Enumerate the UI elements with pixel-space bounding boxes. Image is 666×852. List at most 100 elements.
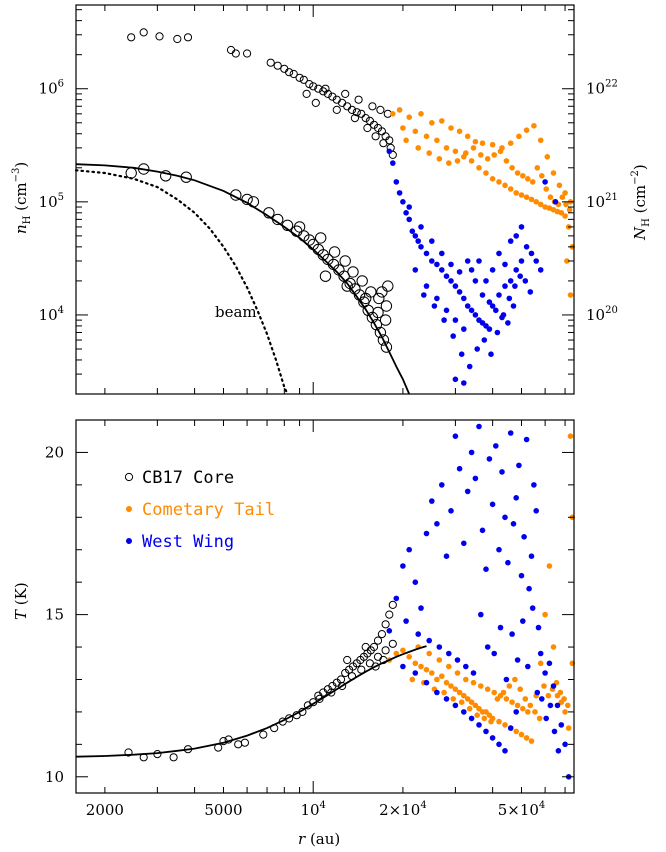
data-point	[443, 307, 450, 314]
data-point	[507, 140, 514, 146]
data-point	[418, 111, 424, 117]
data-point	[421, 292, 427, 298]
data-point	[520, 173, 526, 179]
data-point	[266, 58, 275, 67]
data-point	[139, 28, 148, 37]
data-point	[528, 250, 535, 257]
data-point	[371, 662, 380, 671]
data-point	[374, 326, 387, 339]
data-point	[468, 307, 475, 314]
data-point	[468, 158, 475, 164]
temperature-panel: 2000 5000 104 2×104 5×104 10 15 20 CB17 Core Com…	[12, 419, 576, 848]
data-point	[464, 303, 471, 309]
data-point	[429, 238, 435, 244]
data-point	[529, 605, 536, 611]
data-point	[542, 179, 548, 185]
data-point	[429, 258, 435, 264]
data-point	[396, 107, 403, 113]
data-point	[441, 317, 447, 323]
data-point	[507, 238, 514, 244]
data-point	[523, 244, 530, 250]
data-point	[373, 292, 385, 305]
data-point	[497, 148, 504, 155]
data-point	[434, 137, 440, 144]
data-point	[456, 689, 463, 696]
data-point	[488, 351, 494, 358]
data-point	[443, 679, 450, 686]
data-point	[478, 152, 484, 158]
data-point	[514, 170, 521, 176]
data-point	[468, 267, 475, 273]
data-point	[415, 631, 422, 637]
data-point	[528, 196, 535, 203]
model-fit-curve	[75, 163, 411, 395]
y-tick-label: 104	[39, 305, 64, 324]
data-point	[563, 201, 569, 208]
data-point	[562, 709, 568, 715]
data-point	[373, 652, 383, 661]
data-point	[309, 82, 318, 91]
data-point	[423, 666, 430, 673]
data-point	[295, 73, 304, 82]
data-point	[464, 133, 471, 140]
data-point	[423, 530, 430, 537]
data-point	[527, 702, 534, 709]
data-point	[376, 105, 385, 115]
data-point	[476, 722, 482, 728]
temperature-axis-ticks: 2000 5000 104 2×104 5×104 10 15 20	[45, 419, 574, 819]
data-point	[393, 179, 400, 185]
data-point	[423, 283, 430, 289]
temperature-data-marks	[75, 423, 576, 780]
data-point	[403, 618, 409, 624]
data-point	[483, 566, 489, 572]
data-point	[423, 250, 430, 257]
data-point	[518, 572, 525, 579]
data-point	[506, 683, 513, 689]
data-point	[361, 114, 370, 123]
data-point	[426, 650, 433, 657]
data-point	[357, 109, 366, 118]
data-point	[466, 705, 473, 712]
data-point	[565, 702, 571, 709]
data-point	[452, 283, 459, 289]
data-point	[443, 696, 450, 702]
data-point	[412, 267, 419, 273]
data-point	[466, 363, 473, 370]
data-point	[514, 702, 521, 709]
data-point	[390, 160, 396, 166]
data-point	[474, 712, 481, 718]
data-point	[373, 636, 383, 645]
data-point	[509, 699, 515, 705]
data-point	[565, 725, 572, 731]
data-point	[369, 642, 379, 652]
data-point	[558, 210, 565, 216]
data-point	[319, 87, 328, 96]
data-point	[412, 670, 419, 676]
legend-label: CB17 Core	[142, 468, 234, 488]
data-point	[436, 156, 443, 162]
data-point	[478, 611, 484, 618]
data-point	[522, 696, 529, 702]
data-point	[350, 114, 359, 123]
data-point	[542, 204, 548, 210]
data-point	[461, 295, 467, 302]
data-point	[523, 127, 530, 133]
data-point	[470, 670, 477, 676]
data-point	[525, 663, 531, 670]
data-point	[429, 670, 435, 676]
data-point	[418, 244, 424, 250]
data-point	[513, 190, 519, 196]
y-tick-label: 15	[45, 606, 64, 624]
data-point	[285, 68, 294, 77]
data-point	[434, 676, 440, 683]
data-point	[472, 138, 479, 145]
density-y-axis-label: nH (cm−3)	[11, 162, 33, 234]
data-point	[418, 605, 424, 611]
data-point	[423, 679, 430, 686]
data-point	[545, 692, 552, 699]
data-point	[489, 141, 496, 148]
data-point	[341, 280, 353, 292]
data-point	[484, 686, 491, 692]
data-point	[463, 676, 469, 683]
data-point	[543, 186, 549, 192]
